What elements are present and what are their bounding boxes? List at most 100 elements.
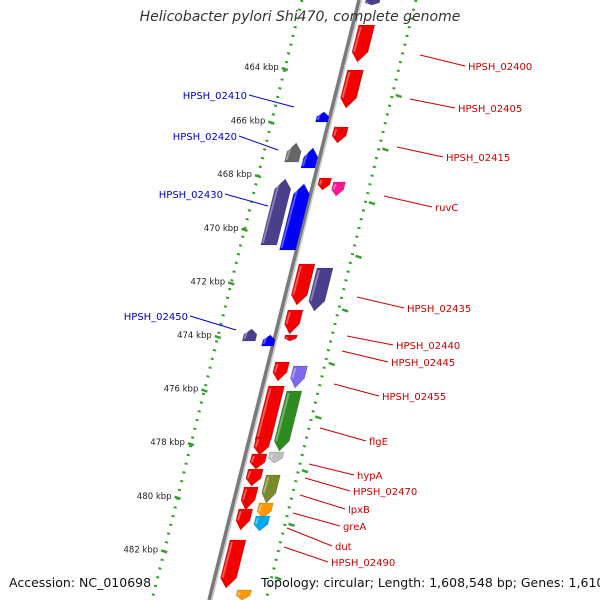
gene-highlight	[262, 336, 268, 345]
gene-ruvc[interactable]	[331, 181, 346, 197]
gene-lpxb[interactable]	[261, 474, 281, 504]
ruler-tick	[267, 120, 275, 125]
gene-highlight	[237, 591, 241, 596]
gene-label-right[interactable]: HPSH_02400	[468, 62, 532, 73]
gene-hpsh-02455[interactable]	[290, 365, 308, 389]
genome-backbone	[207, 0, 361, 600]
gene-hpsh-02450[interactable]	[261, 334, 276, 347]
gene-label-right[interactable]: ruvC	[435, 203, 458, 214]
gene-label-right[interactable]: flgE	[369, 437, 388, 448]
gene-dut-a[interactable]	[235, 508, 254, 531]
gene-highlight	[221, 541, 233, 579]
gene-highlight	[333, 128, 338, 137]
ruler-tick	[214, 334, 222, 340]
gene-highlight	[353, 26, 362, 53]
gene-highlight	[341, 71, 351, 99]
label-leader-line	[224, 193, 269, 207]
gene-extra[interactable]	[235, 589, 252, 600]
ruler-tick	[200, 388, 208, 393]
label-leader-line	[356, 296, 405, 309]
gene-label-right[interactable]: HPSH_02455	[382, 392, 446, 403]
gene-flge[interactable]	[273, 390, 303, 452]
gene-hpsh-02450-a[interactable]	[241, 328, 258, 342]
gene-highlight	[285, 336, 289, 339]
gene-hpsh-02405[interactable]	[340, 69, 364, 109]
label-leader-line	[299, 494, 346, 510]
gene-hpsh-02430-a[interactable]	[260, 178, 292, 246]
ruler-tick-label: 482 kbp	[124, 545, 159, 555]
gene-highlight	[285, 144, 293, 161]
gene-grea[interactable]	[256, 502, 274, 519]
gene-hypa-a[interactable]	[253, 436, 272, 456]
gene-label-right[interactable]: HPSH_02445	[391, 358, 455, 369]
label-leader-line	[286, 527, 333, 547]
accession-text: Accession: NC_010698	[9, 575, 152, 590]
ruler-inner	[150, 0, 304, 600]
gene-highlight	[236, 510, 242, 521]
ruler-tick-label: 466 kbp	[231, 117, 266, 127]
gene-highlight	[262, 476, 270, 494]
ruler-tick-label: 464 kbp	[244, 63, 279, 73]
gene-highlight	[318, 179, 323, 185]
label-leader-line	[304, 477, 351, 492]
ruler-tick-minor	[314, 415, 322, 420]
gene-hpsh-02420-a[interactable]	[284, 142, 302, 163]
label-leader-line	[409, 98, 456, 109]
gene-hpsh-02455-a[interactable]	[272, 361, 290, 382]
gene-highlight	[292, 265, 302, 296]
gene-hpsh-02415-a[interactable]	[331, 126, 349, 144]
gene-label-right[interactable]: dut	[335, 542, 352, 553]
gene-label-right[interactable]: HPSH_02470	[353, 487, 417, 498]
gene-hpsh-02435-a[interactable]	[290, 263, 316, 306]
ruler-tick-label: 468 kbp	[217, 170, 252, 180]
gene-hypa-small[interactable]	[268, 451, 285, 464]
gene-label-right[interactable]: hypA	[357, 471, 383, 482]
gene-hpsh-02435[interactable]	[308, 267, 334, 312]
gene-hpsh-02400[interactable]	[351, 24, 376, 63]
gene-lpxb-a[interactable]	[240, 486, 259, 511]
gene-label-right[interactable]: HPSH_02440	[396, 341, 460, 352]
gene-label-left[interactable]: HPSH_02430	[159, 190, 223, 201]
ruler-tick-minor	[395, 93, 403, 99]
gene-label-right[interactable]: HPSH_02435	[407, 304, 471, 315]
ruler-tick	[241, 227, 248, 232]
gene-highlight	[254, 438, 260, 448]
label-leader-line	[308, 463, 355, 476]
gene-highlight	[291, 367, 297, 379]
gene-label-right[interactable]: HPSH_02490	[331, 558, 395, 569]
gene-label-right[interactable]: HPSH_02405	[458, 104, 522, 115]
gene-hpsh-02410[interactable]	[315, 111, 330, 123]
label-leader-line	[333, 383, 380, 397]
label-leader-line	[189, 315, 237, 331]
gene-highlight	[261, 180, 281, 244]
ruler-tick-minor	[274, 576, 282, 581]
gene-hpsh-02445[interactable]	[284, 334, 298, 342]
ruler-tick-minor	[288, 522, 295, 527]
label-leader-line	[383, 195, 433, 208]
gene-top-edge[interactable]	[364, 0, 381, 6]
gene-highlight	[256, 387, 272, 441]
backbone-highlight	[210, 0, 363, 600]
gene-label-right[interactable]: lpxB	[348, 505, 370, 516]
gene-label-right[interactable]: HPSH_02415	[446, 153, 510, 164]
gene-hpsh-02420[interactable]	[300, 147, 319, 169]
gene-hpsh-02470[interactable]	[245, 468, 264, 487]
ruler-tick	[227, 281, 235, 286]
gene-dut[interactable]	[253, 515, 271, 532]
gene-label-left[interactable]: HPSH_02410	[183, 91, 247, 102]
gene-ruvc-a[interactable]	[317, 177, 332, 191]
gene-label-left[interactable]: HPSH_02420	[173, 132, 237, 143]
gene-highlight	[269, 453, 273, 459]
gene-hpsh-02440[interactable]	[284, 309, 304, 335]
gene-hpsh-02430[interactable]	[279, 183, 310, 251]
gene-label-left[interactable]: HPSH_02450	[124, 312, 188, 323]
gene-hpsh-02490[interactable]	[220, 539, 247, 589]
ruler-tick-minor	[328, 361, 336, 367]
gene-label-right[interactable]: greA	[343, 522, 366, 533]
ruler-tick-label: 470 kbp	[204, 224, 239, 234]
ruler-tick-label: 476 kbp	[164, 385, 199, 395]
ruler-tick-label: 478 kbp	[150, 438, 185, 448]
gene-hypa[interactable]	[249, 453, 268, 470]
